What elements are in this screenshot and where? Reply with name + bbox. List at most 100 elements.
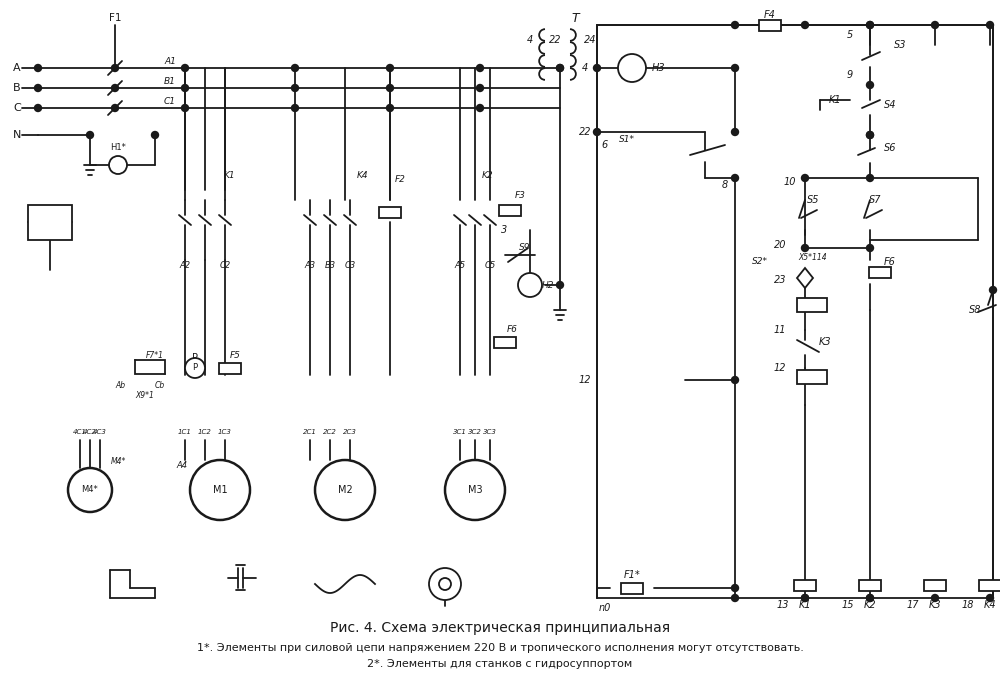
Circle shape — [866, 244, 874, 252]
Bar — [499, 204, 521, 215]
Circle shape — [182, 104, 188, 112]
Text: S8: S8 — [969, 305, 981, 315]
Circle shape — [429, 568, 461, 600]
Circle shape — [802, 174, 808, 182]
Circle shape — [594, 64, 600, 71]
Text: 2*. Элементы для станков с гидросуппортом: 2*. Элементы для станков с гидросуппорто… — [367, 659, 633, 669]
Circle shape — [477, 104, 484, 112]
Circle shape — [732, 377, 738, 383]
Circle shape — [109, 156, 127, 174]
Text: F1: F1 — [109, 13, 121, 23]
Text: M2: M2 — [338, 485, 352, 495]
Circle shape — [802, 595, 808, 602]
Bar — [494, 337, 516, 348]
Text: 20: 20 — [774, 240, 786, 250]
Text: 15: 15 — [842, 600, 854, 610]
Text: 3: 3 — [501, 225, 507, 235]
Text: A: A — [13, 63, 21, 73]
Text: F7*1: F7*1 — [804, 303, 822, 313]
Circle shape — [477, 84, 484, 91]
Text: K3: K3 — [929, 600, 941, 610]
Circle shape — [932, 21, 938, 29]
Text: M4*: M4* — [110, 458, 126, 466]
Circle shape — [87, 132, 94, 139]
Text: B: B — [13, 83, 21, 93]
Bar — [869, 266, 891, 278]
Circle shape — [866, 21, 874, 29]
Text: 5: 5 — [847, 30, 853, 40]
Circle shape — [866, 132, 874, 139]
Text: C1: C1 — [164, 97, 176, 106]
Text: 17: 17 — [907, 600, 919, 610]
Circle shape — [315, 460, 375, 520]
Circle shape — [292, 84, 298, 91]
Circle shape — [866, 132, 874, 139]
Text: B3: B3 — [324, 261, 336, 270]
Text: S4: S4 — [884, 100, 896, 110]
Circle shape — [112, 84, 119, 91]
Circle shape — [594, 128, 600, 136]
Text: Рис. 4. Схема электрическая принципиальная: Рис. 4. Схема электрическая принципиальн… — [330, 621, 670, 635]
Text: S7: S7 — [869, 195, 881, 205]
Text: 18: 18 — [962, 600, 974, 610]
Text: 8: 8 — [722, 180, 728, 190]
Circle shape — [802, 595, 808, 602]
Text: 12: 12 — [579, 375, 591, 385]
Text: S9: S9 — [519, 244, 531, 252]
Text: C: C — [13, 103, 21, 113]
Text: 4C3: 4C3 — [93, 429, 107, 435]
Text: 1C1: 1C1 — [178, 429, 192, 435]
Text: A1: A1 — [164, 56, 176, 65]
Circle shape — [152, 132, 158, 139]
Text: F2: F2 — [395, 176, 405, 185]
Circle shape — [386, 84, 394, 91]
Circle shape — [732, 64, 738, 71]
Text: P: P — [192, 353, 198, 363]
Text: F4: F4 — [764, 10, 776, 20]
Circle shape — [802, 244, 808, 252]
Bar — [379, 206, 401, 217]
Text: 3C3: 3C3 — [483, 429, 497, 435]
Text: T: T — [571, 12, 579, 25]
Circle shape — [68, 468, 112, 512]
Text: A2: A2 — [179, 261, 191, 270]
Text: 22: 22 — [549, 35, 561, 45]
Text: H3: H3 — [652, 63, 666, 73]
Text: K2: K2 — [864, 600, 876, 610]
Circle shape — [112, 104, 119, 112]
Bar — [28, 205, 72, 240]
Text: 2C1: 2C1 — [303, 429, 317, 435]
Bar — [759, 19, 781, 30]
Text: K1: K1 — [829, 95, 841, 105]
Text: H1*: H1* — [110, 143, 126, 152]
Text: Ab: Ab — [115, 381, 125, 390]
Text: C2: C2 — [219, 261, 231, 270]
Bar — [621, 582, 643, 593]
Text: 4: 4 — [582, 63, 588, 73]
Circle shape — [518, 273, 542, 297]
Bar — [979, 580, 1000, 591]
Circle shape — [182, 84, 188, 91]
Bar — [135, 360, 165, 374]
Bar — [797, 298, 827, 312]
Text: K1: K1 — [224, 171, 236, 180]
Text: F3: F3 — [515, 191, 525, 200]
Text: M4*: M4* — [82, 486, 98, 495]
Text: M1: M1 — [213, 485, 227, 495]
Circle shape — [386, 104, 394, 112]
Circle shape — [556, 64, 564, 71]
Text: C5: C5 — [484, 261, 496, 270]
Text: 4C2: 4C2 — [83, 429, 97, 435]
Circle shape — [866, 595, 874, 602]
Circle shape — [34, 104, 42, 112]
Text: K1: K1 — [799, 600, 811, 610]
Circle shape — [618, 54, 646, 82]
Text: K3: K3 — [819, 337, 831, 347]
Text: 3C1: 3C1 — [453, 429, 467, 435]
Text: A4: A4 — [176, 460, 188, 469]
Text: 2C3: 2C3 — [343, 429, 357, 435]
Circle shape — [182, 64, 188, 71]
Text: S1*: S1* — [42, 215, 58, 224]
Circle shape — [866, 174, 874, 182]
Text: 1C2: 1C2 — [198, 429, 212, 435]
